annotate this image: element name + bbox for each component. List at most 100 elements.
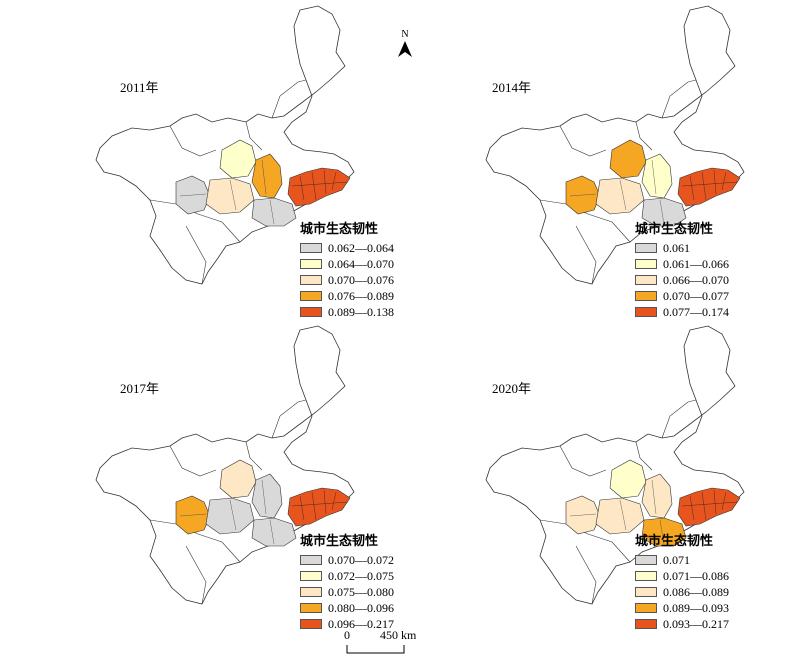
scale-line [346, 645, 405, 654]
legend-label: 0.093—0.217 [663, 616, 729, 631]
region-shaanxi-central [205, 497, 255, 535]
year-label: 2017年 [120, 381, 160, 396]
legend-title: 城市生态韧性 [300, 533, 379, 548]
region-henan [641, 197, 687, 227]
legend-swatch [300, 307, 322, 317]
map-panel-1: 2011年 城市生态韧性 0.062—0.064 0.064—0.070 0.070… [0, 0, 400, 320]
province-map [95, 5, 355, 285]
map-panel-3: 2017年 城市生态韧性 0.070—0.072 0.072—0.075 0.075… [0, 320, 400, 640]
legend-label: 0.071 [663, 552, 690, 567]
legend-swatch [635, 307, 657, 317]
year-label: 2014年 [492, 80, 532, 95]
legend-item: 0.093—0.217 [635, 616, 729, 632]
region-shanxi [251, 473, 283, 519]
region-inner-mongolia-south [219, 459, 257, 499]
legend-swatch [635, 291, 657, 301]
legend-label: 0.076—0.089 [328, 288, 394, 303]
legend-swatch [635, 259, 657, 269]
region-shanxi [641, 153, 673, 199]
legend-swatch [635, 603, 657, 613]
legend-label: 0.086—0.089 [663, 584, 729, 599]
region-shaanxi-central [595, 497, 645, 535]
legend-label: 0.089—0.093 [663, 600, 729, 615]
region-henan [251, 197, 297, 227]
legend-label: 0.064—0.070 [328, 256, 394, 271]
legend-label: 0.062—0.064 [328, 240, 394, 255]
scale-bar: 0 450 km [340, 628, 460, 658]
region-shanxi [251, 153, 283, 199]
legend-item: 0.062—0.064 [300, 240, 394, 256]
legend-title: 城市生态韧性 [635, 221, 714, 236]
legend-item: 0.089—0.138 [300, 304, 394, 320]
svg-text:N: N [401, 29, 408, 40]
legend-item: 0.089—0.093 [635, 600, 729, 616]
legend-item: 0.061—0.066 [635, 256, 729, 272]
legend-item: 0.070—0.072 [300, 552, 394, 568]
scale-start-label: 0 [344, 628, 350, 642]
legend-label: 0.089—0.138 [328, 304, 394, 319]
north-arrow-icon: N [398, 29, 412, 57]
map-panel-2: 2014年 城市生态韧性 0.061 0.061—0.066 0.066—0.070… [390, 0, 790, 320]
legend-label: 0.080—0.096 [328, 600, 394, 615]
region-inner-mongolia-south [609, 459, 647, 499]
legend-swatch [300, 619, 322, 629]
legend-label: 0.070—0.072 [328, 552, 394, 567]
region-shanxi [641, 473, 673, 519]
legend-label: 0.070—0.077 [663, 288, 729, 303]
legend-title: 城市生态韧性 [635, 533, 714, 548]
legend-label: 0.077—0.174 [663, 304, 729, 319]
legend-item: 0.071—0.086 [635, 568, 729, 584]
region-inner-mongolia-south [609, 139, 647, 179]
legend-swatch [635, 619, 657, 629]
scale-end-label: 450 km [380, 628, 417, 642]
year-label: 2011年 [120, 80, 159, 95]
legend-swatch [635, 571, 657, 581]
legend-swatch [300, 603, 322, 613]
legend-item: 0.072—0.075 [300, 568, 394, 584]
legend-item: 0.066—0.070 [635, 272, 729, 288]
legend-item: 0.064—0.070 [300, 256, 394, 272]
map-panel-4: 2020年 城市生态韧性 0.071 0.071—0.086 0.086—0.089… [390, 320, 790, 640]
legend-item: 0.086—0.089 [635, 584, 729, 600]
province-map [485, 325, 745, 605]
legend: 城市生态韧性 0.071 0.071—0.086 0.086—0.089 0.089—… [635, 530, 729, 632]
legend-swatch [635, 555, 657, 565]
legend-label: 0.071—0.086 [663, 568, 729, 583]
legend-swatch [635, 587, 657, 597]
legend-swatch [635, 243, 657, 253]
legend-label: 0.072—0.075 [328, 568, 394, 583]
legend-label: 0.061—0.066 [663, 256, 729, 271]
region-henan [251, 517, 297, 547]
legend-label: 0.066—0.070 [663, 272, 729, 287]
legend-swatch [300, 291, 322, 301]
legend-item: 0.096—0.217 [300, 616, 394, 632]
legend-swatch [300, 555, 322, 565]
province-map [485, 5, 745, 285]
legend: 城市生态韧性 0.070—0.072 0.072—0.075 0.075—0.080… [300, 530, 394, 632]
legend-swatch [635, 275, 657, 285]
legend-label: 0.061 [663, 240, 690, 255]
legend-label: 0.070—0.076 [328, 272, 394, 287]
legend: 城市生态韧性 0.062—0.064 0.064—0.070 0.070—0.076… [300, 218, 394, 320]
legend-swatch [300, 571, 322, 581]
legend-item: 0.075—0.080 [300, 584, 394, 600]
legend-item: 0.077—0.174 [635, 304, 729, 320]
region-shaanxi-central [595, 177, 645, 215]
legend-item: 0.061 [635, 240, 729, 256]
province-map [95, 325, 355, 605]
legend-swatch [300, 243, 322, 253]
legend-swatch [300, 587, 322, 597]
year-label: 2020年 [492, 381, 532, 396]
legend-label: 0.096—0.217 [328, 616, 394, 631]
legend-item: 0.080—0.096 [300, 600, 394, 616]
legend-title: 城市生态韧性 [300, 221, 379, 236]
legend-item: 0.071 [635, 552, 729, 568]
legend-item: 0.076—0.089 [300, 288, 394, 304]
region-shaanxi-central [205, 177, 255, 215]
legend-item: 0.070—0.076 [300, 272, 394, 288]
legend-swatch [300, 259, 322, 269]
legend-item: 0.070—0.077 [635, 288, 729, 304]
legend-swatch [300, 275, 322, 285]
legend-label: 0.075—0.080 [328, 584, 394, 599]
region-henan [641, 517, 687, 547]
